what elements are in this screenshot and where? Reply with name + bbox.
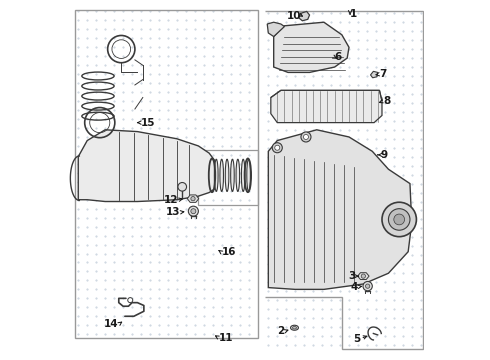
Text: 11: 11	[219, 333, 233, 343]
Text: 14: 14	[104, 319, 119, 329]
Polygon shape	[370, 71, 378, 78]
Ellipse shape	[247, 159, 250, 192]
Text: 13: 13	[166, 207, 180, 217]
Ellipse shape	[236, 159, 240, 192]
Text: 6: 6	[334, 52, 341, 62]
Polygon shape	[299, 12, 310, 21]
Circle shape	[366, 284, 370, 288]
Text: 1: 1	[350, 9, 357, 19]
Circle shape	[275, 145, 280, 150]
Circle shape	[301, 132, 311, 142]
Ellipse shape	[291, 325, 298, 330]
Ellipse shape	[225, 159, 229, 192]
Polygon shape	[274, 22, 349, 72]
Text: 10: 10	[287, 11, 302, 21]
Ellipse shape	[220, 159, 223, 192]
Polygon shape	[267, 22, 285, 37]
Bar	[74, 10, 258, 338]
Text: 8: 8	[383, 96, 391, 106]
Circle shape	[191, 197, 195, 201]
Ellipse shape	[215, 159, 218, 192]
Polygon shape	[269, 130, 412, 289]
Circle shape	[363, 282, 372, 291]
Circle shape	[389, 209, 410, 230]
Ellipse shape	[231, 159, 234, 192]
Ellipse shape	[242, 159, 245, 192]
Polygon shape	[78, 130, 215, 202]
Text: 9: 9	[381, 150, 388, 160]
Circle shape	[191, 209, 196, 214]
Text: 4: 4	[350, 282, 358, 292]
Text: 3: 3	[348, 271, 355, 281]
Polygon shape	[358, 273, 369, 279]
Text: 5: 5	[353, 333, 361, 343]
Ellipse shape	[293, 327, 296, 329]
Circle shape	[128, 298, 133, 303]
Text: 7: 7	[379, 69, 387, 79]
Text: 12: 12	[164, 195, 179, 205]
Text: 2: 2	[277, 326, 285, 336]
Circle shape	[178, 183, 187, 191]
Circle shape	[303, 134, 309, 139]
Circle shape	[361, 274, 366, 278]
Circle shape	[382, 202, 416, 237]
Polygon shape	[271, 90, 382, 123]
Text: 16: 16	[221, 247, 236, 257]
Circle shape	[394, 214, 405, 225]
Polygon shape	[187, 195, 199, 202]
Circle shape	[188, 206, 198, 216]
Text: 15: 15	[141, 118, 155, 128]
Bar	[198, 149, 258, 205]
Circle shape	[272, 143, 282, 153]
